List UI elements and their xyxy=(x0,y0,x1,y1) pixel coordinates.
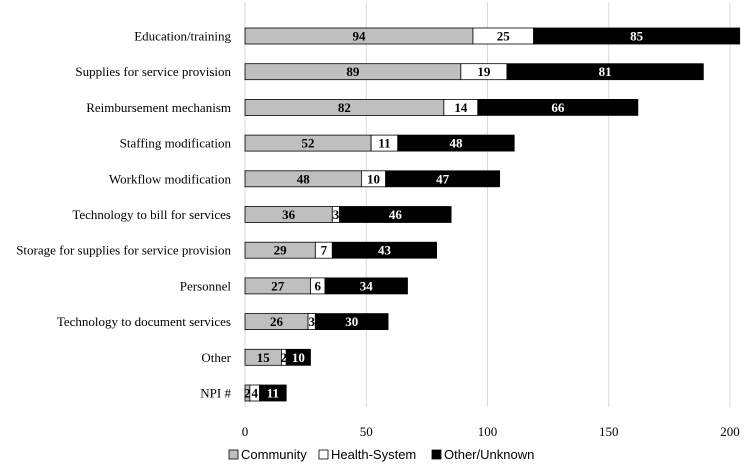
data-label: 30 xyxy=(345,314,358,329)
data-label: 89 xyxy=(346,64,360,79)
category-label: Other xyxy=(201,350,231,365)
category-label: Staffing modification xyxy=(120,136,232,151)
data-label: 66 xyxy=(551,100,565,115)
bar-segment-other-unknown xyxy=(506,63,704,81)
category-label: Technology to bill for services xyxy=(72,207,231,222)
bar-segment-other-unknown xyxy=(533,27,741,45)
legend-label: Health-System xyxy=(331,447,416,462)
data-label: 3 xyxy=(333,207,340,222)
category-label: Reimbursement mechanism xyxy=(86,100,231,115)
data-label: 7 xyxy=(321,243,328,258)
legend-swatch xyxy=(318,449,329,460)
data-label: 34 xyxy=(360,278,374,293)
legend: Community Health-System Other/Unknown xyxy=(228,447,534,462)
category-label: Education/training xyxy=(134,29,231,44)
data-label: 43 xyxy=(378,243,392,258)
data-label: 10 xyxy=(292,350,305,365)
bar-segment-other-unknown xyxy=(285,348,311,366)
gridlines xyxy=(244,2,731,407)
legend-swatch xyxy=(431,449,442,460)
data-label: 29 xyxy=(274,243,288,258)
category-label: Supplies for service provision xyxy=(75,64,231,79)
bar-segment-other-unknown xyxy=(339,206,452,223)
x-tick-label: 200 xyxy=(720,424,740,439)
data-label: 82 xyxy=(338,100,351,115)
legend-label: Other/Unknown xyxy=(444,447,534,462)
bar-segment-other-unknown xyxy=(314,313,389,331)
legend-label: Community xyxy=(241,447,307,462)
data-label: 19 xyxy=(477,64,491,79)
data-label: 10 xyxy=(367,171,380,186)
data-label: 48 xyxy=(449,136,463,151)
x-axis-tick-labels: 0 50 100 150 200 xyxy=(242,424,740,439)
data-label: 81 xyxy=(599,64,612,79)
category-label: Technology to document services xyxy=(57,314,231,329)
data-label: 27 xyxy=(271,278,285,293)
x-tick-label: 50 xyxy=(360,424,373,439)
bar-segment-other-unknown xyxy=(324,277,408,295)
x-tick-label: 150 xyxy=(599,424,619,439)
data-label: 6 xyxy=(315,278,322,293)
bar-segment-other-unknown xyxy=(385,170,501,188)
data-label: 11 xyxy=(378,136,390,151)
data-label: 46 xyxy=(389,207,403,222)
data-label: 2 xyxy=(281,350,288,365)
data-label: 94 xyxy=(352,29,366,44)
x-tick-label: 0 xyxy=(242,424,249,439)
legend-swatch xyxy=(228,449,239,460)
data-label: 3 xyxy=(308,314,315,329)
data-label: 85 xyxy=(630,29,644,44)
bar-segment-other-unknown xyxy=(397,134,515,152)
data-label: 14 xyxy=(454,100,468,115)
bar-segment-other-unknown xyxy=(477,99,639,116)
category-label: Storage for supplies for service provisi… xyxy=(16,243,231,258)
category-label: Personnel xyxy=(180,278,232,293)
data-label: 52 xyxy=(302,136,315,151)
data-label: 36 xyxy=(282,207,296,222)
x-tick-label: 100 xyxy=(478,424,498,439)
bar-segment-other-unknown xyxy=(259,384,287,402)
data-label: 47 xyxy=(436,171,450,186)
data-label: 2 xyxy=(244,386,251,401)
data-label: 4 xyxy=(251,386,258,401)
data-label: 11 xyxy=(267,386,279,401)
data-label: 15 xyxy=(257,350,271,365)
category-label: Workflow modification xyxy=(109,171,232,186)
category-labels: Education/training Supplies for service p… xyxy=(16,29,231,401)
data-label: 48 xyxy=(297,171,311,186)
category-label: NPI # xyxy=(200,386,231,401)
data-label: 26 xyxy=(270,314,284,329)
data-label: 25 xyxy=(497,29,511,44)
bar-segment-other-unknown xyxy=(331,241,437,259)
